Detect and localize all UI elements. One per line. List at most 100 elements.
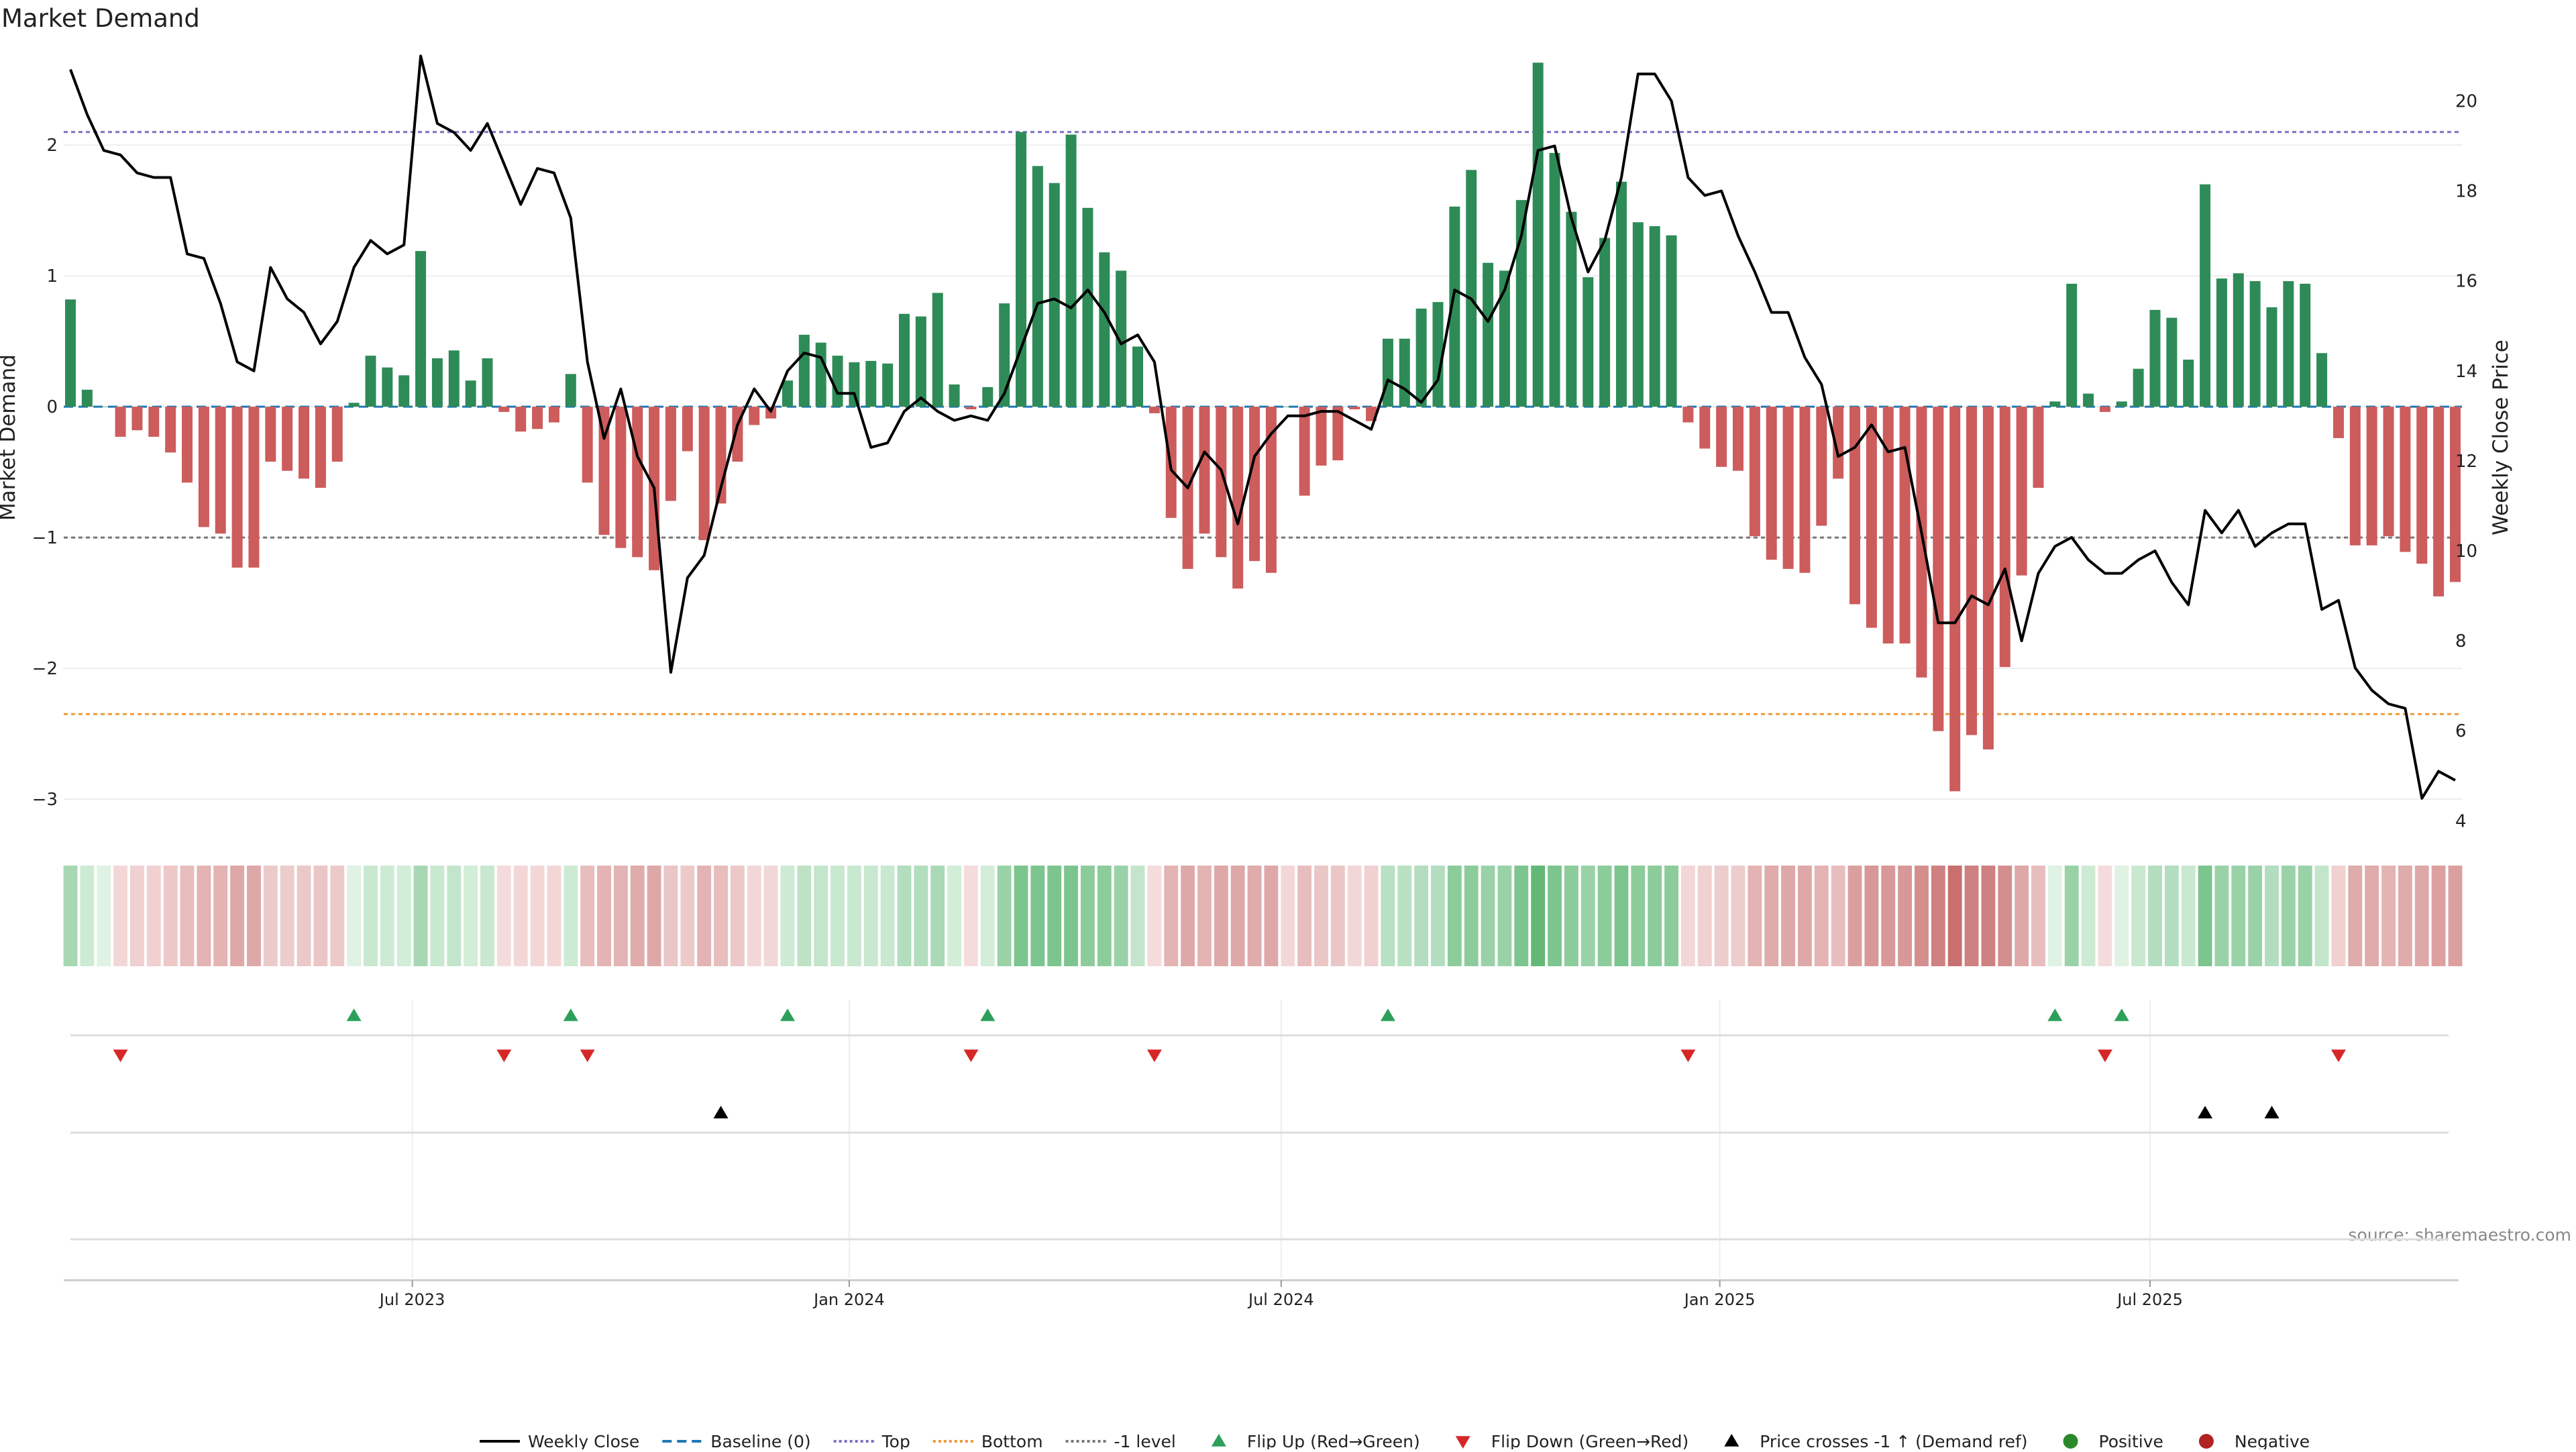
strip-cell [1047, 866, 1062, 966]
strip-cell [1881, 866, 1896, 966]
demand-bar [115, 407, 126, 437]
demand-bar [231, 407, 243, 568]
flip-down-marker [2330, 1049, 2346, 1062]
strip-cell [396, 866, 411, 966]
strip-cell [2181, 866, 2196, 966]
demand-bar [1032, 166, 1043, 407]
strip-cell [1281, 866, 1295, 966]
demand-bar [1332, 407, 1344, 461]
strip-cell [1230, 866, 1245, 966]
strip-cell [1364, 866, 1379, 966]
flip-down-marker [1146, 1049, 1162, 1062]
demand-bar [1499, 270, 1510, 407]
demand-bar [415, 251, 427, 407]
strip-cell [413, 866, 428, 966]
flip-up-marker [2047, 1008, 2063, 1021]
strip-cell [130, 866, 144, 966]
y2-tick-label: 4 [2455, 811, 2467, 831]
demand-bar [798, 334, 810, 407]
demand-bar [2149, 309, 2161, 407]
demand-bar [1766, 407, 1777, 560]
flip-down-marker [2097, 1049, 2112, 1062]
demand-bar [515, 407, 527, 432]
demand-bar [665, 407, 676, 501]
strip-cell [1381, 866, 1395, 966]
demand-bar [448, 350, 460, 407]
strip-cell [430, 866, 445, 966]
strip-cell [1981, 866, 1996, 966]
demand-bar [1415, 308, 1427, 407]
strip-cell [1297, 866, 1312, 966]
demand-bar [1265, 407, 1277, 573]
strip-cell [947, 866, 962, 966]
flip-up-marker [1380, 1008, 1395, 1021]
flip-down-marker [963, 1049, 979, 1062]
x-tick-label: Jul 2023 [378, 1290, 445, 1309]
strip-cell [630, 866, 645, 966]
demand-bars [65, 62, 2461, 792]
legend-label: Flip Down (Green→Red) [1491, 1432, 1689, 1449]
strip-cell [2281, 866, 2296, 966]
demand-bar [2099, 407, 2110, 412]
flip-down-marker [496, 1049, 512, 1062]
strip-cell [2214, 866, 2229, 966]
demand-bar [1116, 270, 1127, 407]
demand-bar [1399, 338, 1410, 407]
strip-cell [714, 866, 728, 966]
demand-bar [1799, 407, 1811, 573]
strip-cell [530, 866, 545, 966]
price-cross-marker [2264, 1106, 2279, 1119]
strip-cell [2164, 866, 2179, 966]
demand-bar [1515, 200, 1527, 407]
demand-bar [1382, 338, 1393, 407]
strip-cell [1414, 866, 1429, 966]
demand-bar [1299, 407, 1310, 496]
y2-tick-label: 10 [2455, 541, 2477, 562]
demand-bar [932, 293, 943, 407]
strip-cell [2198, 866, 2212, 966]
flip-up-marker [2114, 1008, 2129, 1021]
strip-cell [1614, 866, 1629, 966]
demand-bar [1982, 407, 1994, 749]
y2-axis-label: Weekly Close Price [2489, 340, 2513, 535]
strip-cell [780, 866, 795, 966]
demand-bar [1049, 183, 1060, 407]
demand-bar [882, 363, 894, 407]
y-tick-label: 1 [46, 266, 58, 287]
x-tick-label: Jul 2025 [2116, 1290, 2183, 1309]
demand-bar [2416, 407, 2428, 564]
demand-bar [498, 407, 510, 412]
demand-bar [2316, 353, 2328, 407]
chart-title: Market Demand [1, 4, 200, 33]
demand-bar [1699, 407, 1711, 449]
strip-cell [480, 866, 494, 966]
strip-cell [564, 866, 578, 966]
demand-bar [1132, 346, 1144, 407]
demand-bar [315, 407, 326, 488]
demand-bar [1882, 407, 1894, 644]
demand-bar [1716, 407, 1727, 467]
demand-bar [2216, 278, 2227, 407]
demand-bar [465, 380, 476, 407]
strip-cell [980, 866, 995, 966]
demand-bar [248, 407, 260, 568]
strip-cell [1314, 866, 1328, 966]
strip-cell [1247, 866, 1262, 966]
demand-bar [1483, 262, 1494, 407]
strip-cell [547, 866, 561, 966]
strip-cell [1164, 866, 1179, 966]
legend-label: Weekly Close [528, 1432, 639, 1449]
demand-bar [398, 375, 410, 407]
demand-bar [2183, 359, 2194, 407]
y-tick-label: 2 [46, 136, 58, 156]
strip-cell [1915, 866, 1929, 966]
strip-cell [1831, 866, 1845, 966]
strip-cell [647, 866, 661, 966]
strip-cell [464, 866, 478, 966]
demand-bar [2016, 407, 2027, 576]
strip-cell [1564, 866, 1578, 966]
demand-bar [1349, 407, 1360, 410]
strip-cell [1998, 866, 2012, 966]
demand-bar [265, 407, 276, 462]
